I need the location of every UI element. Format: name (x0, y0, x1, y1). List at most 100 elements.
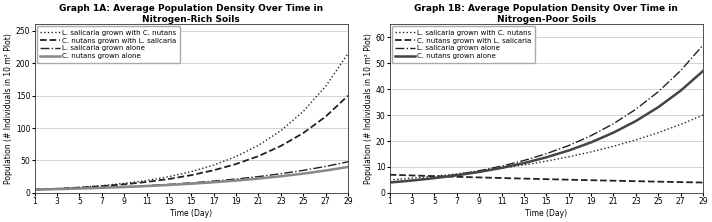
L. salicaria grown with C. nutans (75, 186, 83, 189)
C. nutans grown alone (321, 169, 330, 172)
Line: C. nutans grown alone: C. nutans grown alone (35, 167, 348, 190)
Title: Graph 1A: Average Population Density Over Time in
Nitrogen-Rich Soils: Graph 1A: Average Population Density Ove… (59, 4, 323, 24)
L. salicaria grown with C. nutans (344, 52, 352, 55)
C. nutans grown alone (120, 186, 128, 188)
L. salicaria grown with C. nutans (164, 175, 173, 178)
C. nutans grown with L. salicaria (98, 185, 106, 188)
L. salicaria grown with C. nutans (520, 164, 528, 166)
C. nutans grown with L. salicaria (276, 145, 285, 147)
C. nutans grown alone (187, 182, 196, 185)
L. salicaria grown alone (276, 172, 285, 175)
C. nutans grown with L. salicaria (587, 179, 595, 182)
Y-axis label: Population (# Individuals in 10 m² Plot): Population (# Individuals in 10 m² Plot) (364, 33, 373, 184)
L. salicaria grown alone (321, 165, 330, 168)
L. salicaria grown with C. nutans (676, 123, 685, 126)
X-axis label: Time (Day): Time (Day) (170, 209, 212, 218)
C. nutans grown alone (520, 162, 528, 165)
Line: C. nutans grown with L. salicaria: C. nutans grown with L. salicaria (35, 96, 348, 190)
L. salicaria grown alone (53, 188, 61, 190)
Title: Graph 1B: Average Population Density Over Time in
Nitrogen-Poor Soils: Graph 1B: Average Population Density Ove… (414, 4, 679, 24)
L. salicaria grown with C. nutans (542, 160, 550, 163)
C. nutans grown alone (276, 175, 285, 178)
L. salicaria grown alone (164, 183, 173, 186)
L. salicaria grown with C. nutans (430, 175, 439, 177)
C. nutans grown with L. salicaria (385, 173, 394, 176)
L. salicaria grown with C. nutans (232, 155, 241, 158)
C. nutans grown alone (232, 179, 241, 182)
C. nutans grown alone (254, 177, 263, 180)
L. salicaria grown with C. nutans (209, 164, 218, 166)
L. salicaria grown with C. nutans (497, 167, 506, 170)
C. nutans grown alone (654, 106, 663, 109)
C. nutans grown with L. salicaria (53, 187, 61, 190)
C. nutans grown with L. salicaria (31, 188, 39, 191)
L. salicaria grown alone (209, 180, 218, 182)
L. salicaria grown alone (142, 184, 151, 187)
L. salicaria grown with C. nutans (120, 182, 128, 185)
Line: L. salicaria grown with C. nutans: L. salicaria grown with C. nutans (389, 115, 703, 180)
L. salicaria grown alone (632, 108, 640, 111)
C. nutans grown alone (75, 187, 83, 190)
C. nutans grown with L. salicaria (321, 115, 330, 118)
L. salicaria grown alone (98, 186, 106, 189)
L. salicaria grown with C. nutans (587, 151, 595, 153)
C. nutans grown with L. salicaria (430, 175, 439, 177)
C. nutans grown with L. salicaria (120, 183, 128, 186)
L. salicaria grown alone (676, 69, 685, 72)
L. salicaria grown alone (408, 179, 417, 182)
L. salicaria grown alone (299, 169, 308, 172)
L. salicaria grown alone (453, 173, 461, 176)
L. salicaria grown with C. nutans (31, 188, 39, 191)
Legend: L. salicaria grown with C. nutans, C. nutans grown with L. salicaria, L. salicar: L. salicaria grown with C. nutans, C. nu… (392, 26, 535, 63)
C. nutans grown with L. salicaria (254, 155, 263, 157)
C. nutans grown alone (299, 172, 308, 175)
C. nutans grown with L. salicaria (75, 186, 83, 189)
L. salicaria grown alone (344, 161, 352, 163)
C. nutans grown with L. salicaria (475, 176, 483, 179)
C. nutans grown with L. salicaria (232, 163, 241, 165)
L. salicaria grown with C. nutans (385, 178, 394, 181)
C. nutans grown with L. salicaria (164, 178, 173, 180)
L. salicaria grown alone (520, 159, 528, 162)
L. salicaria grown with C. nutans (654, 131, 663, 134)
C. nutans grown alone (453, 174, 461, 177)
L. salicaria grown with C. nutans (321, 85, 330, 88)
C. nutans grown with L. salicaria (654, 180, 663, 183)
L. salicaria grown with C. nutans (453, 172, 461, 175)
C. nutans grown alone (209, 181, 218, 184)
L. salicaria grown alone (475, 169, 483, 172)
L. salicaria grown alone (31, 188, 39, 191)
L. salicaria grown with C. nutans (53, 187, 61, 190)
L. salicaria grown alone (385, 181, 394, 184)
L. salicaria grown alone (187, 182, 196, 184)
L. salicaria grown with C. nutans (187, 170, 196, 173)
Line: C. nutans grown with L. salicaria: C. nutans grown with L. salicaria (389, 175, 703, 182)
L. salicaria grown with C. nutans (632, 139, 640, 141)
C. nutans grown with L. salicaria (698, 181, 707, 184)
L. salicaria grown with C. nutans (565, 155, 573, 158)
C. nutans grown with L. salicaria (187, 174, 196, 176)
Legend: L. salicaria grown with C. nutans, C. nutans grown with L. salicaria, L. salicar: L. salicaria grown with C. nutans, C. nu… (37, 26, 180, 63)
C. nutans grown with L. salicaria (209, 169, 218, 172)
C. nutans grown alone (565, 149, 573, 152)
L. salicaria grown alone (232, 178, 241, 180)
C. nutans grown alone (385, 181, 394, 184)
C. nutans grown alone (142, 185, 151, 187)
C. nutans grown alone (408, 179, 417, 182)
C. nutans grown with L. salicaria (344, 94, 352, 97)
C. nutans grown with L. salicaria (497, 177, 506, 179)
L. salicaria grown alone (609, 122, 618, 125)
L. salicaria grown alone (587, 134, 595, 137)
C. nutans grown with L. salicaria (542, 178, 550, 180)
X-axis label: Time (Day): Time (Day) (525, 209, 567, 218)
L. salicaria grown alone (542, 153, 550, 155)
L. salicaria grown with C. nutans (98, 184, 106, 187)
L. salicaria grown with C. nutans (475, 170, 483, 172)
C. nutans grown with L. salicaria (632, 180, 640, 182)
C. nutans grown alone (344, 166, 352, 168)
L. salicaria grown alone (430, 176, 439, 179)
C. nutans grown alone (430, 177, 439, 179)
L. salicaria grown with C. nutans (299, 110, 308, 113)
C. nutans grown with L. salicaria (676, 181, 685, 183)
C. nutans grown alone (698, 70, 707, 72)
